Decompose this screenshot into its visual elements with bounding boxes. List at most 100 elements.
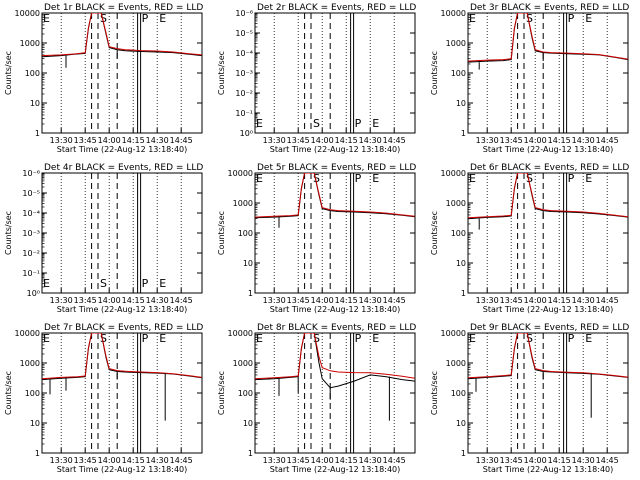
y-tick-label: 10000 <box>15 329 40 338</box>
x-tick-label: 13:30 <box>50 296 73 305</box>
marker-label-S: S <box>100 277 107 290</box>
panel-p7: Det 7r BLACK = Events, RED = LLD 1 10 100 10… <box>4 323 203 474</box>
y-tick-label: 10000 <box>441 169 466 178</box>
y-tick-label: 1 <box>461 449 466 458</box>
panel-p2: Det 2r BLACK = Events, RED = LLD 10⁰ 10⁻¹ 1… <box>217 3 416 154</box>
panel-title: Det 7r BLACK = Events, RED = LLD <box>44 323 203 333</box>
panel-title: Det 6r BLACK = Events, RED = LLD <box>470 163 629 173</box>
series-events-line <box>468 173 628 220</box>
x-tick-label: 14:00 <box>311 296 334 305</box>
y-tick-label: 100 <box>451 229 466 238</box>
x-axis-label: Start Time (22-Aug-12 13:18:40) <box>270 305 401 314</box>
y-axis-label: Counts/sec <box>217 211 226 255</box>
x-tick-label: 14:45 <box>170 296 193 305</box>
y-tick-label: 10 <box>456 259 466 268</box>
marker-label-start-E: E <box>469 12 476 25</box>
x-tick-label: 14:00 <box>98 296 121 305</box>
marker-label-S: S <box>526 332 533 345</box>
x-tick-label: 14:30 <box>572 456 595 465</box>
series-lld-line <box>468 333 628 379</box>
marker-label-S: S <box>100 332 107 345</box>
marker-label-P: P <box>355 172 362 185</box>
x-tick-label: 14:45 <box>596 296 619 305</box>
y-tick-label: 10⁻⁵ <box>22 189 40 198</box>
marker-label-start-E: E <box>256 332 263 345</box>
marker-label-E: E <box>585 332 592 345</box>
x-tick-label: 13:45 <box>74 136 97 145</box>
y-tick-label: 10⁻³ <box>22 229 40 238</box>
marker-label-P: P <box>142 277 149 290</box>
y-tick-label: 10⁻⁵ <box>235 29 253 38</box>
y-tick-label: 1000 <box>446 39 466 48</box>
y-tick-label: 1 <box>248 449 253 458</box>
series-events-line <box>42 333 202 381</box>
x-tick-label: 13:45 <box>287 456 310 465</box>
x-axis-label: Start Time (22-Aug-12 13:18:40) <box>483 305 614 314</box>
x-tick-label: 14:30 <box>146 456 169 465</box>
x-tick-label: 14:00 <box>524 296 547 305</box>
x-tick-label: 13:45 <box>287 296 310 305</box>
panel-title: Det 1r BLACK = Events, RED = LLD <box>44 3 203 13</box>
panel-title: Det 4r BLACK = Events, RED = LLD <box>44 163 203 173</box>
panel-p9: Det 9r BLACK = Events, RED = LLD 1 10 100 10… <box>430 323 629 474</box>
y-tick-label: 10000 <box>15 9 40 18</box>
y-axis-label: Counts/sec <box>217 51 226 95</box>
x-tick-label: 14:45 <box>596 456 619 465</box>
panel-title: Det 2r BLACK = Events, RED = LLD <box>257 3 416 13</box>
y-tick-label: 100 <box>25 389 40 398</box>
y-axis-label: Counts/sec <box>4 211 13 255</box>
marker-label-E: E <box>585 172 592 185</box>
x-tick-label: 14:45 <box>383 136 406 145</box>
x-axis-label: Start Time (22-Aug-12 13:18:40) <box>270 465 401 474</box>
y-tick-label: 100 <box>451 389 466 398</box>
panel-p5: Det 5r BLACK = Events, RED = LLD 1 10 100 10… <box>217 163 416 314</box>
panel-title: Det 8r BLACK = Events, RED = LLD <box>257 323 416 333</box>
x-tick-label: 14:30 <box>572 296 595 305</box>
y-tick-label: 10 <box>243 259 253 268</box>
y-axis-label: Counts/sec <box>217 371 226 415</box>
x-tick-label: 14:30 <box>146 296 169 305</box>
series-lld-line <box>255 173 415 218</box>
x-tick-label: 13:30 <box>476 136 499 145</box>
x-tick-label: 14:15 <box>548 136 571 145</box>
x-tick-label: 14:00 <box>524 136 547 145</box>
marker-label-E: E <box>159 277 166 290</box>
y-tick-label: 1 <box>461 289 466 298</box>
y-tick-label: 10⁻² <box>235 89 253 98</box>
x-tick-label: 13:45 <box>500 296 523 305</box>
y-tick-label: 10⁰ <box>27 289 40 298</box>
x-axis-label: Start Time (22-Aug-12 13:18:40) <box>483 145 614 154</box>
panel-p3: Det 3r BLACK = Events, RED = LLD 1 10 100 10… <box>430 3 629 154</box>
x-axis-label: Start Time (22-Aug-12 13:18:40) <box>483 465 614 474</box>
x-tick-label: 14:30 <box>359 136 382 145</box>
y-tick-label: 10000 <box>441 9 466 18</box>
marker-label-start-E: E <box>469 332 476 345</box>
y-tick-label: 10 <box>456 99 466 108</box>
marker-label-E: E <box>159 12 166 25</box>
x-tick-label: 14:30 <box>359 456 382 465</box>
series-events-line <box>468 333 628 380</box>
y-tick-label: 10⁻⁶ <box>235 9 253 18</box>
x-tick-label: 13:30 <box>476 456 499 465</box>
x-tick-label: 14:15 <box>122 456 145 465</box>
x-tick-label: 14:30 <box>359 296 382 305</box>
x-tick-label: 14:45 <box>383 296 406 305</box>
x-tick-label: 14:45 <box>596 136 619 145</box>
y-axis-label: Counts/sec <box>430 51 439 95</box>
x-axis-label: Start Time (22-Aug-12 13:18:40) <box>57 465 188 474</box>
marker-label-S: S <box>313 332 320 345</box>
x-tick-label: 13:45 <box>287 136 310 145</box>
panel-title: Det 5r BLACK = Events, RED = LLD <box>257 163 416 173</box>
y-tick-label: 10 <box>30 419 40 428</box>
y-tick-label: 10⁰ <box>240 129 253 138</box>
plot-frame <box>41 172 203 294</box>
y-tick-label: 1 <box>461 129 466 138</box>
marker-label-E: E <box>159 332 166 345</box>
y-tick-label: 10000 <box>228 329 253 338</box>
x-tick-label: 14:00 <box>524 456 547 465</box>
panel-p1: Det 1r BLACK = Events, RED = LLD 1 10 100 10… <box>4 3 203 154</box>
x-tick-label: 14:15 <box>335 136 358 145</box>
x-tick-label: 14:30 <box>572 136 595 145</box>
x-tick-label: 13:45 <box>74 296 97 305</box>
